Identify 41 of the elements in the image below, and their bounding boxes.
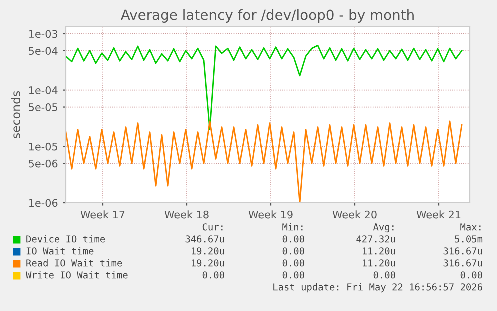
text: Min:	[282, 223, 303, 231]
y-tick-label: 1e-04	[29, 86, 58, 94]
legend-label: Device IO time	[26, 235, 106, 243]
text: 346.67u	[186, 236, 224, 243]
x-tick-label: Week 21	[416, 210, 461, 219]
text: 0.00	[282, 272, 304, 279]
text: 0.00	[374, 272, 396, 279]
text: 5.05m	[455, 236, 483, 243]
text: 0.00	[282, 260, 304, 267]
chart-title: Average latency for /dev/loop0 - by month	[121, 10, 414, 23]
y-tick-label: 1e-03	[29, 30, 58, 38]
y-tick-label: 1e-05	[29, 142, 58, 151]
legend-label: IO Wait time	[26, 247, 94, 255]
text: 0.00	[460, 272, 482, 279]
text: 427.32u	[356, 236, 396, 243]
text: Avg:	[373, 224, 394, 233]
text: 11.20u	[363, 260, 396, 267]
text: 316.67u	[444, 260, 482, 267]
y-tick-label: 5e-04	[29, 47, 58, 56]
x-tick-label: Week 20	[332, 210, 377, 219]
line-series	[66, 44, 463, 130]
text: 19.20u	[192, 260, 224, 267]
legend-label: Write IO Wait time	[26, 271, 128, 279]
y-axis-title: seconds	[11, 91, 20, 138]
legend-label: Read IO Wait time	[26, 259, 122, 267]
text: Cur:	[202, 224, 223, 231]
x-tick-label: Week 17	[80, 210, 125, 219]
y-tick-label: 5e-06	[29, 160, 58, 168]
x-tick-label: Week 18	[164, 210, 209, 219]
text: 11.20u	[363, 248, 396, 255]
y-tick-label: 5e-05	[29, 104, 58, 112]
text: 316.67u	[444, 248, 482, 255]
text: 0.00	[202, 272, 224, 279]
text: Last update: Fri May 22 16:56:57 2026	[274, 283, 482, 293]
text: 0.00	[282, 236, 304, 243]
text: 19.20u	[192, 248, 224, 255]
y-tick-label: 1e-06	[29, 199, 58, 208]
x-tick-label: Week 19	[248, 210, 293, 219]
text: 0.00	[282, 248, 304, 255]
line-series	[66, 120, 463, 203]
text: Max:	[460, 224, 481, 231]
